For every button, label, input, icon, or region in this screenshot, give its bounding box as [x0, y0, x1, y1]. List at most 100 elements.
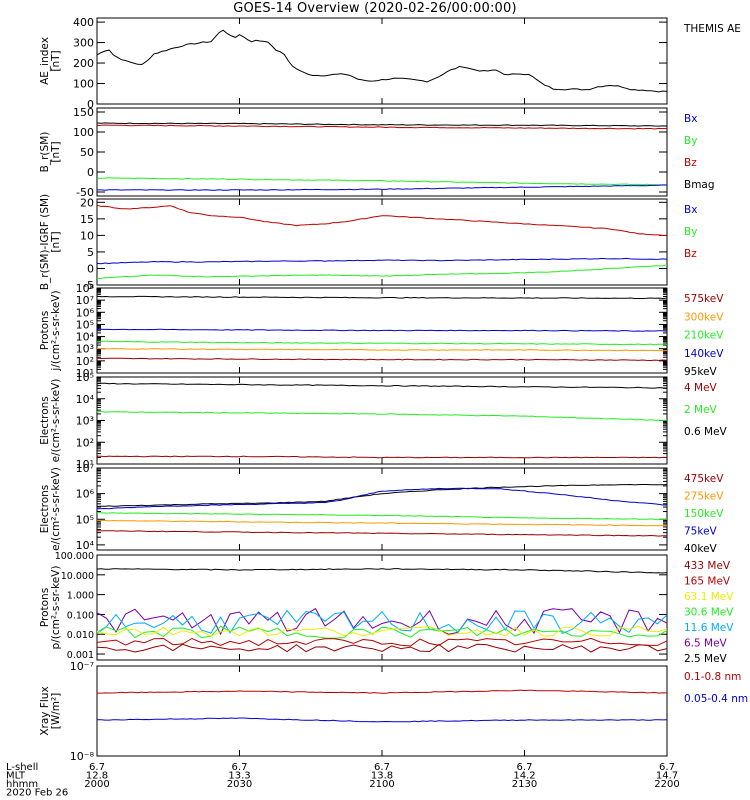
y-axis-label-line: B_r(SM)	[39, 132, 51, 173]
series-line-1	[96, 487, 667, 510]
legend-label: 0.05-0.4 nm	[684, 693, 748, 705]
y-tick-label: 50	[80, 146, 94, 159]
legend-label: 75keV	[684, 526, 718, 538]
y-tick-label: 10⁻⁸	[70, 750, 95, 763]
legend-label: 140keV	[684, 348, 724, 360]
footer-hhmm: 2200	[654, 779, 679, 790]
y-tick-label: 10⁵	[76, 318, 94, 331]
legend-label: 210keV	[684, 330, 724, 342]
y-tick-label: 100.000	[55, 551, 94, 562]
footer-lshell: 6.7	[517, 762, 533, 773]
y-tick-label: 10⁶	[76, 488, 95, 501]
footer-row-label: MLT	[6, 771, 26, 782]
y-tick-label: 0	[87, 166, 94, 179]
series-line-0	[96, 382, 668, 389]
footer-lshell: 6.7	[232, 762, 248, 773]
series-line-0	[96, 122, 668, 127]
y-axis-label-line: e/(cm²-s-sr-keV)	[50, 379, 62, 463]
legend-label: 275keV	[684, 491, 724, 503]
y-axis-label-line: [nT]	[50, 141, 62, 162]
y-tick-label: 1.000	[67, 591, 94, 602]
series-line-0	[96, 29, 668, 93]
y-tick-label: 150	[73, 106, 94, 119]
legend-label: By	[684, 226, 697, 238]
footer-hhmm: 2130	[512, 779, 537, 790]
y-axis-label-line: Electrons	[39, 396, 51, 445]
legend-label: 11.6 MeV	[684, 622, 734, 634]
y-axis-label-line: p/(cm²-s-sr-keV)	[50, 566, 62, 650]
y-tick-label: 0	[87, 262, 94, 275]
legend-label: 165 MeV	[684, 576, 731, 588]
footer-hhmm: 2000	[84, 779, 109, 790]
footer-mlt: 14.2	[513, 771, 535, 782]
legend-label: 300keV	[684, 311, 724, 323]
legend-label: Bz	[684, 248, 697, 260]
footer-mlt: 13.3	[228, 771, 250, 782]
series-line-0	[96, 483, 668, 507]
y-axis-label-line: Protons	[39, 311, 51, 350]
legend-label: 2 MeV	[684, 404, 718, 416]
series-line-2	[96, 609, 668, 635]
panel-frame	[96, 376, 668, 465]
panel-frame	[96, 17, 668, 105]
series-line-0	[96, 295, 668, 300]
series-line-4	[96, 357, 668, 362]
y-tick-label: 400	[73, 16, 94, 29]
legend-label: 475keV	[684, 473, 724, 485]
plot-title: GOES-14 Overview (2020-02-26/00:00:00)	[233, 1, 517, 16]
series-line-3	[97, 184, 668, 191]
series-line-0	[96, 204, 667, 236]
footer-row-label: 2020 Feb 26	[6, 788, 68, 799]
series-line-5	[96, 637, 668, 647]
y-axis-label: Xray Flux [W/m²]	[39, 686, 62, 735]
series-line-0	[96, 568, 668, 574]
footer-lshell: 6.7	[659, 762, 675, 773]
legend-label: 0.6 MeV	[684, 426, 728, 438]
series-line-1	[96, 257, 668, 265]
series-line-0	[97, 689, 668, 694]
y-axis-label: AE_index [nT]	[39, 37, 62, 85]
y-tick-label: 0	[87, 98, 94, 111]
y-axis-label-line: [W/m²]	[50, 693, 62, 730]
y-tick-label: -50	[76, 186, 94, 199]
series-line-2	[96, 340, 667, 346]
y-tick-label: 15	[80, 213, 94, 226]
y-tick-label: 10⁵	[76, 513, 94, 526]
y-tick-label: 10²	[76, 436, 94, 449]
y-axis-label: B_r(SM)-IGRF (SM) [nT]	[39, 194, 62, 290]
series-line-2	[96, 512, 668, 520]
series-line-4	[96, 625, 668, 637]
y-tick-label: 10	[80, 229, 94, 242]
y-tick-label: 10⁷	[76, 294, 94, 307]
y-tick-label: 100	[73, 126, 94, 139]
y-axis-label-line: Electrons	[39, 485, 51, 534]
y-axis-label-line: Xray Flux	[39, 686, 51, 735]
series-line-1	[96, 717, 668, 723]
series-line-1	[96, 607, 668, 636]
legend-label: 575keV	[684, 293, 724, 305]
footer-lshell: 6.7	[89, 762, 105, 773]
series-line-3	[96, 347, 668, 352]
panel-frame	[96, 467, 668, 551]
y-tick-label: 100	[73, 78, 94, 91]
series-line-2	[97, 177, 667, 186]
legend-label: 4 MeV	[684, 382, 718, 394]
y-tick-label: 0.010	[67, 630, 94, 641]
y-tick-label: 10⁷	[76, 462, 94, 475]
series-line-6	[96, 643, 668, 653]
y-axis-label-line: AE_index	[39, 37, 51, 85]
series-line-1	[96, 124, 668, 130]
y-tick-label: 300	[73, 37, 94, 50]
legend-label: Bz	[684, 157, 697, 169]
y-tick-label: 0.001	[67, 650, 94, 661]
footer-hhmm: 2030	[227, 779, 252, 790]
y-axis-label-line: e/(cm²-s-sr-keV)	[50, 467, 62, 551]
y-tick-label: 10⁸	[76, 282, 95, 295]
y-tick-label: 10.000	[61, 571, 94, 582]
y-tick-label: 10⁻⁷	[70, 660, 94, 673]
legend-label: 63.1 MeV	[684, 591, 734, 603]
legend-label: Bmag	[684, 179, 715, 191]
y-tick-label: 10³	[76, 415, 94, 428]
footer-mlt: 12.8	[86, 771, 108, 782]
series-line-3	[96, 519, 668, 527]
